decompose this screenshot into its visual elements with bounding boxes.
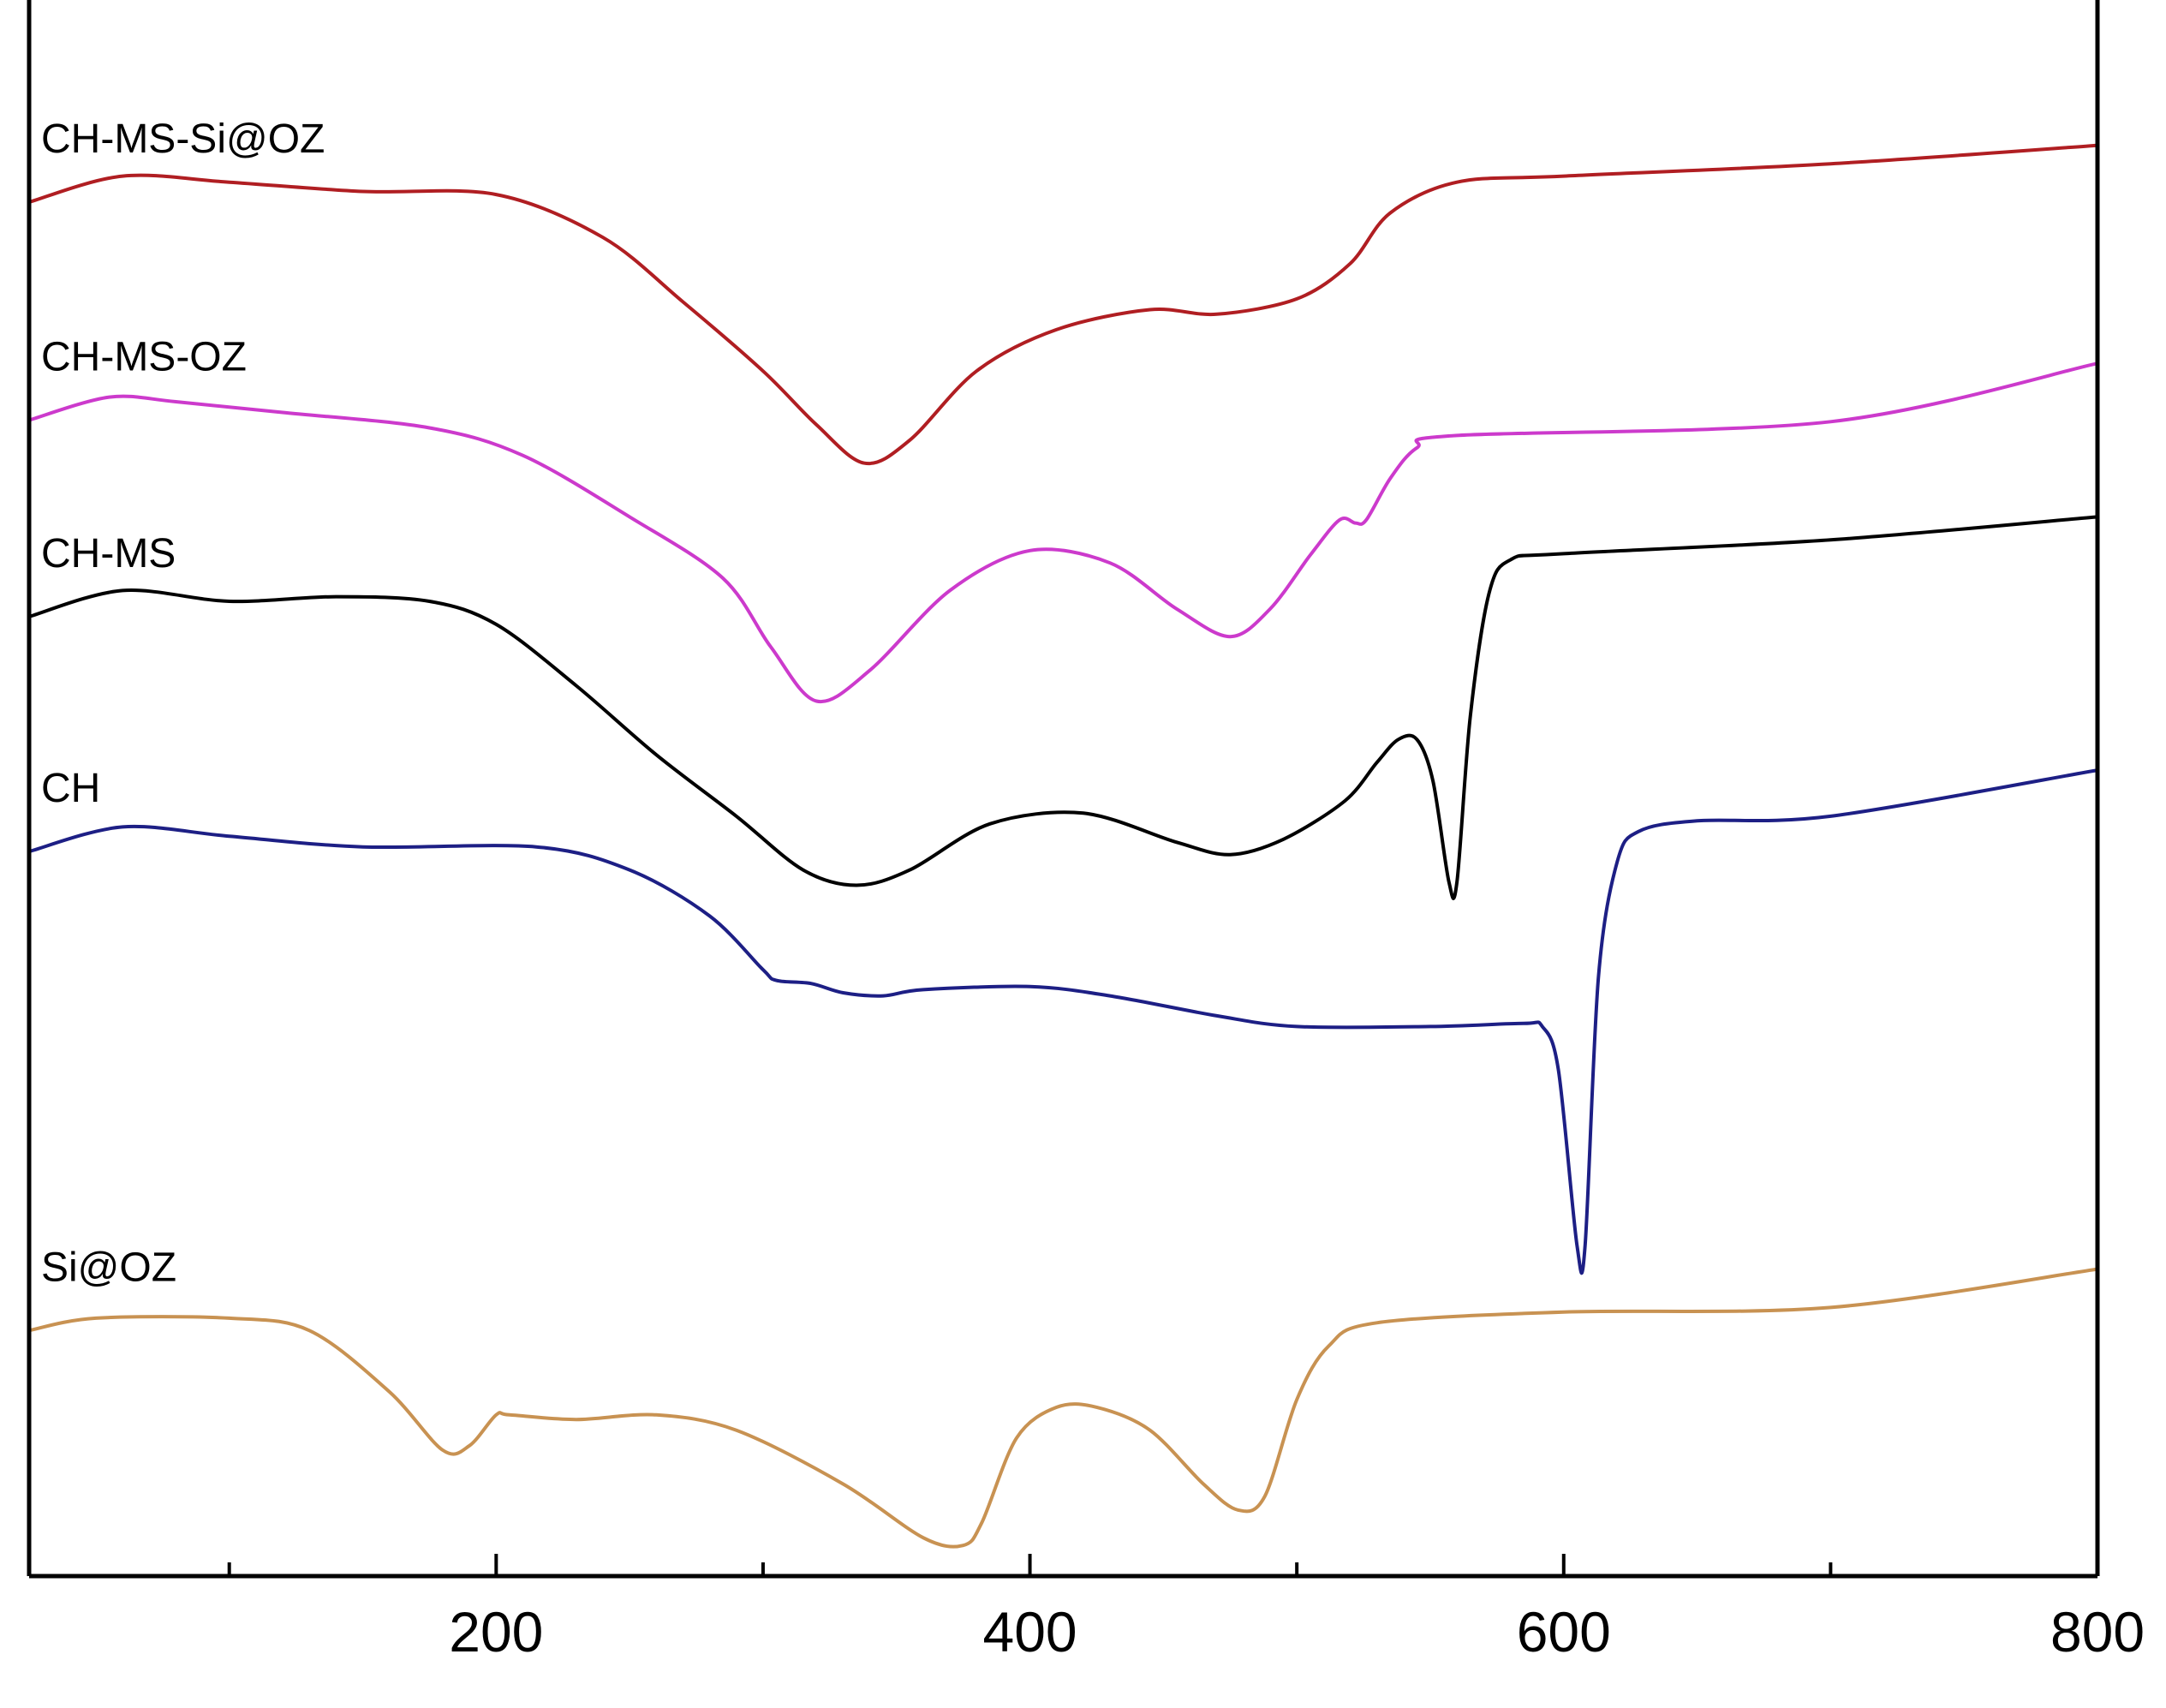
series-layer: [27, 143, 2099, 1549]
series-line-si-oz: [27, 1267, 2099, 1549]
label-layer: CH-MS-Si@OZ CH-MS-OZ CH-MS CH Si@OZ: [41, 116, 325, 1290]
series-label-si-oz: Si@OZ: [41, 1245, 176, 1290]
series-line-ch-ms-si-oz: [27, 143, 2099, 466]
series-label-ch-ms: CH-MS: [41, 531, 176, 576]
x-tick-label-600: 600: [1517, 1600, 1611, 1663]
series-line-ch-ms: [27, 515, 2099, 900]
axis-layer: 200 400 600 800: [27, 0, 2145, 1663]
series-label-ch: CH: [41, 766, 100, 811]
x-tick-label-800: 800: [2050, 1600, 2145, 1663]
series-label-ch-ms-si-oz: CH-MS-Si@OZ: [41, 116, 325, 162]
series-line-ch-ms-oz: [27, 361, 2099, 704]
series-label-ch-ms-oz: CH-MS-OZ: [41, 335, 247, 380]
series-line-ch: [27, 768, 2099, 1275]
x-tick-label-200: 200: [449, 1600, 543, 1663]
x-tick-label-400: 400: [982, 1600, 1077, 1663]
